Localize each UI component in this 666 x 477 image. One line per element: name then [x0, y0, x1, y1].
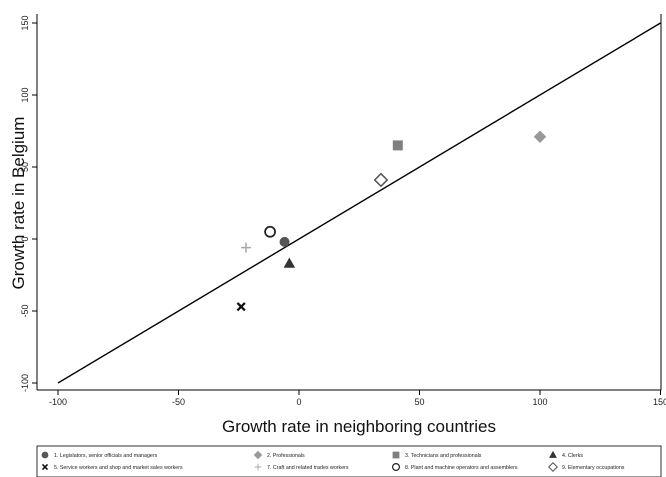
- data-point: [279, 236, 290, 247]
- plot-area: [36, 14, 662, 391]
- legend-marker: [41, 451, 49, 459]
- legend-marker: [392, 463, 400, 471]
- y-tick-label: 100: [20, 87, 30, 102]
- x-axis-title: Growth rate in neighboring countries: [222, 417, 496, 436]
- legend-label: 9. Elementary occupations: [562, 465, 625, 471]
- legend-label: 5. Service workers and shop and market s…: [54, 465, 183, 471]
- data-point: [236, 302, 246, 312]
- legend-label: 8. Plant and machine operators and assem…: [405, 465, 518, 471]
- data-point: [240, 242, 251, 253]
- y-tick-label: -50: [20, 304, 30, 317]
- x-tick-label: 0: [296, 397, 301, 407]
- x-tick-label: -100: [49, 397, 67, 407]
- x-tick-label: 150: [653, 397, 666, 407]
- legend-label: 1. Legislators, senior officials and man…: [54, 453, 158, 459]
- legend-marker: [392, 451, 400, 459]
- reference-line: [57, 22, 661, 384]
- x-tick-label: -50: [172, 397, 185, 407]
- legend-label: 2. Professionals: [267, 453, 305, 459]
- data-point: [264, 225, 276, 238]
- legend-marker: [549, 450, 557, 458]
- data-point: [283, 257, 296, 268]
- legend-marker: [253, 450, 263, 460]
- y-tick-label: 150: [20, 15, 30, 30]
- x-tick-label: 50: [414, 397, 424, 407]
- legend-marker: [41, 463, 49, 471]
- legend-marker: [254, 463, 262, 471]
- data-point: [533, 130, 547, 144]
- legend-label: 7. Craft and related trades workers: [267, 465, 349, 471]
- legend-marker: [548, 462, 558, 472]
- y-tick-label: 50: [20, 162, 30, 172]
- legend-box: [36, 445, 662, 477]
- x-tick-label: 100: [532, 397, 547, 407]
- legend-label: 3. Technicians and professionals: [405, 453, 482, 459]
- legend-label: 4. Clerks: [562, 453, 583, 459]
- data-point: [373, 172, 389, 188]
- y-tick-label: 0: [20, 236, 30, 241]
- legend: 1. Legislators, senior officials and man…: [36, 445, 662, 477]
- y-axis-title: Growth rate in Belgium: [9, 117, 28, 290]
- y-tick-label: -100: [20, 374, 30, 392]
- data-point: [392, 140, 403, 151]
